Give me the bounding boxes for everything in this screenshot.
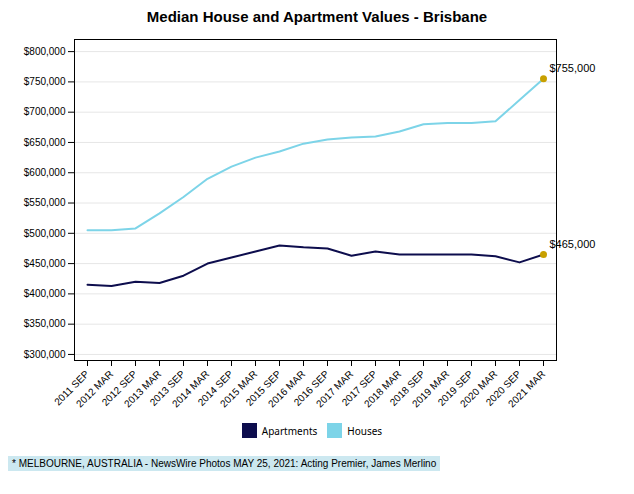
svg-text:$755,000: $755,000: [550, 62, 596, 74]
svg-text:2015 MAR: 2015 MAR: [218, 368, 260, 410]
svg-text:$800,000: $800,000: [24, 46, 66, 57]
svg-text:$450,000: $450,000: [24, 258, 66, 269]
svg-text:2016 SEP: 2016 SEP: [291, 368, 332, 408]
svg-text:2020 SEP: 2020 SEP: [483, 368, 524, 408]
svg-text:2017 MAR: 2017 MAR: [314, 368, 356, 410]
svg-text:2020 MAR: 2020 MAR: [458, 368, 500, 410]
svg-text:$300,000: $300,000: [24, 349, 66, 360]
svg-text:2012 MAR: 2012 MAR: [74, 368, 116, 410]
svg-text:2013 SEP: 2013 SEP: [147, 368, 188, 408]
html-text:Median House and Apartment Val: Median House and Apartment Values - Bris…: [146, 8, 488, 25]
svg-text:2015 SEP: 2015 SEP: [243, 368, 284, 408]
svg-text:$600,000: $600,000: [24, 167, 66, 178]
svg-text:2019 MAR: 2019 MAR: [410, 368, 452, 410]
svg-text:$500,000: $500,000: [24, 228, 66, 239]
svg-text:2013 MAR: 2013 MAR: [122, 368, 164, 410]
svg-text:$750,000: $750,000: [24, 76, 66, 87]
svg-text:$400,000: $400,000: [24, 288, 66, 299]
svg-text:2012 SEP: 2012 SEP: [99, 368, 140, 408]
svg-text:2014 MAR: 2014 MAR: [170, 368, 212, 410]
svg-text:2018 MAR: 2018 MAR: [362, 368, 404, 410]
html-text:* MELBOURNE, AUSTRALIA - NewsW: * MELBOURNE, AUSTRALIA - NewsWire Photos…: [12, 458, 437, 469]
html-text:Apartments: Apartments: [261, 423, 318, 438]
svg-text:$350,000: $350,000: [24, 318, 66, 329]
svg-text:2014 SEP: 2014 SEP: [195, 368, 236, 408]
svg-text:$465,000: $465,000: [550, 238, 596, 250]
svg-text:2021 MAR: 2021 MAR: [506, 368, 547, 409]
svg-text:$550,000: $550,000: [24, 197, 66, 208]
svg-text:2017 SEP: 2017 SEP: [339, 368, 380, 408]
svg-text:$650,000: $650,000: [24, 137, 66, 148]
svg-text:$700,000: $700,000: [24, 106, 66, 117]
html-text:Houses: Houses: [347, 423, 383, 438]
svg-text:2018 SEP: 2018 SEP: [387, 368, 428, 408]
svg-text:2011 SEP: 2011 SEP: [52, 368, 92, 408]
svg-text:2016 MAR: 2016 MAR: [266, 368, 308, 410]
svg-text:2019 SEP: 2019 SEP: [435, 368, 476, 408]
